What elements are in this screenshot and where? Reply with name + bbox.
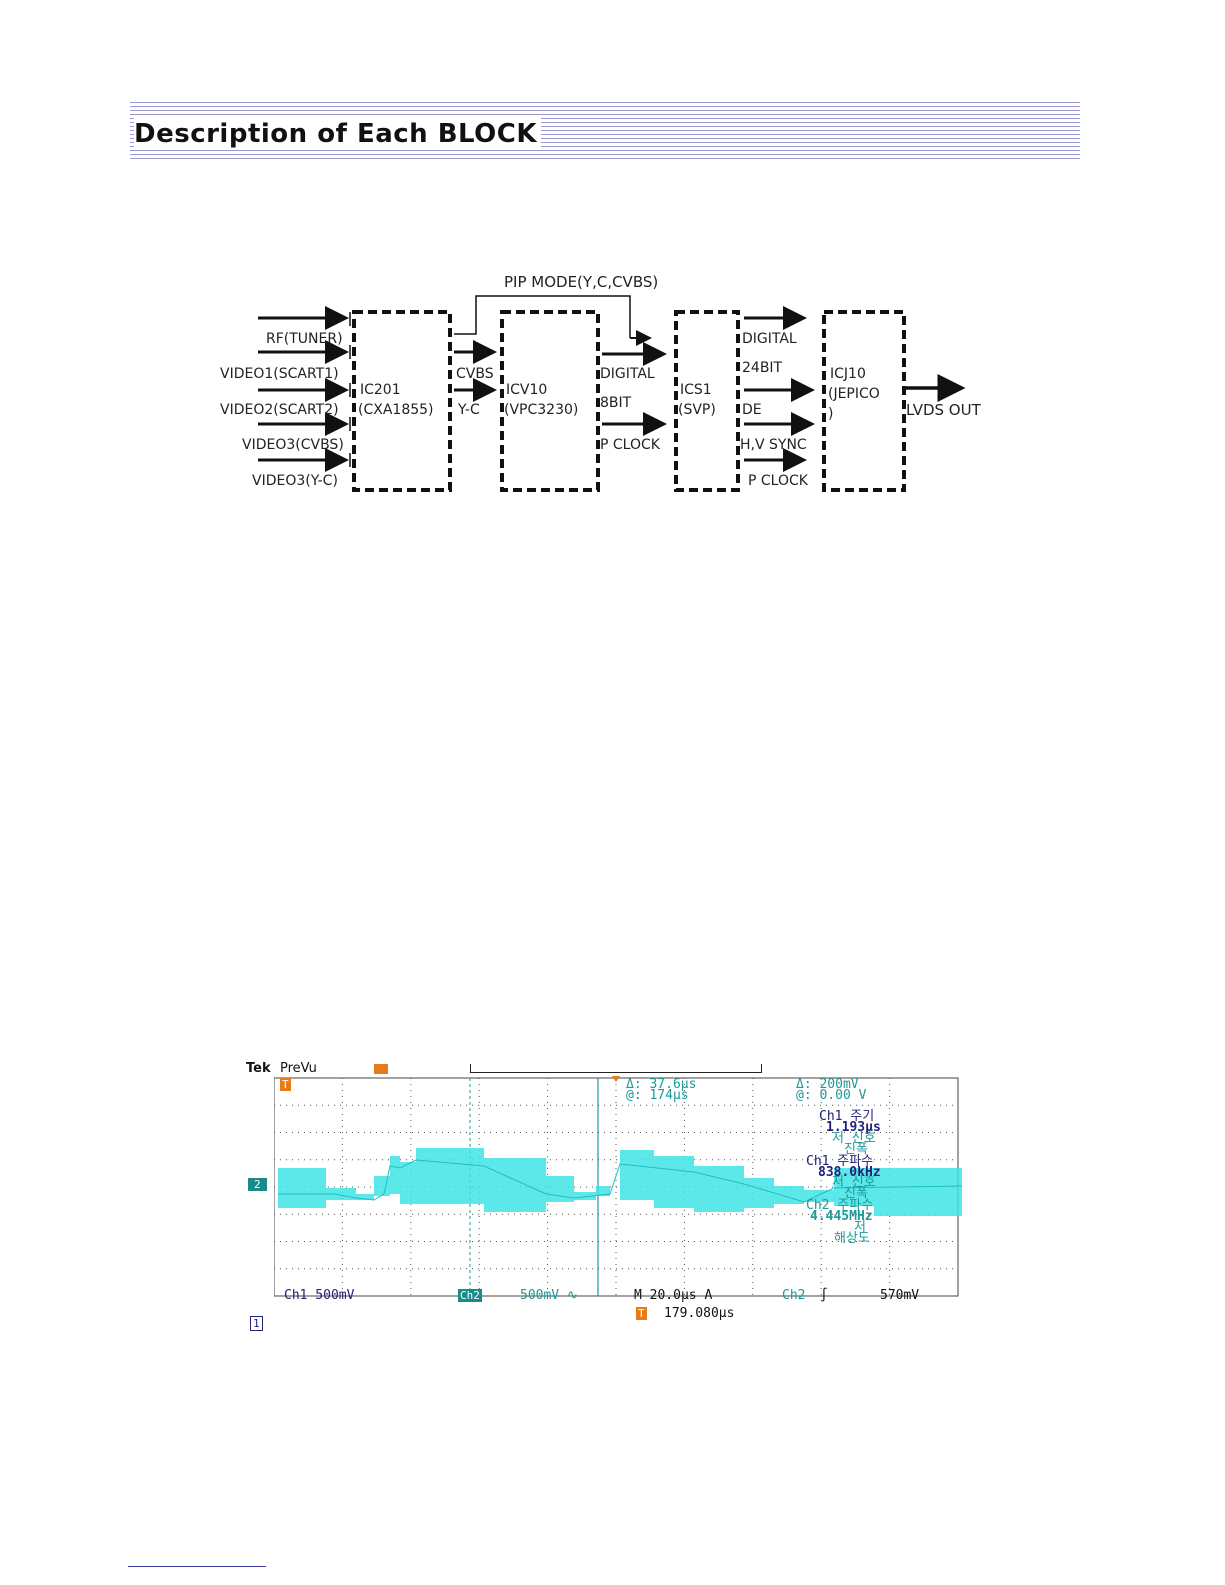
signal-pclock-2: P CLOCK xyxy=(748,473,808,489)
input-label-video3-cvbs: VIDEO3(CVBS) xyxy=(242,437,344,453)
trigger-position-marker: T xyxy=(280,1078,291,1091)
scope-screen xyxy=(274,1076,962,1297)
trigger-pos-icon: T xyxy=(636,1307,647,1320)
trace-band xyxy=(546,1176,574,1202)
meas1-note2: 진폭 xyxy=(844,1142,868,1157)
meas2-value: 838.0kHz xyxy=(818,1165,881,1180)
input-arrows xyxy=(258,306,349,472)
trace-band xyxy=(356,1194,374,1200)
block-icj10-part-end: ) xyxy=(828,406,834,422)
meas3-label: Ch2 주파수 xyxy=(806,1198,874,1213)
meas3-note2: 해상도 xyxy=(834,1231,870,1246)
block-icj10 xyxy=(822,310,906,492)
page-title: Description of Each BLOCK xyxy=(134,118,542,150)
trace-band xyxy=(596,1186,610,1196)
trace-band xyxy=(278,1168,326,1208)
input-label-video1: VIDEO1(SCART1) xyxy=(220,366,339,382)
trace-band xyxy=(374,1176,390,1196)
meas2-note2: 진폭 xyxy=(844,1186,868,1201)
block-ics1-name: ICS1 xyxy=(680,382,712,398)
block-ic201-part: (CXA1855) xyxy=(358,402,434,418)
trace-band xyxy=(694,1166,744,1212)
record-position-icon xyxy=(374,1064,388,1074)
ch2-scale: 500mV ∿ xyxy=(520,1288,578,1303)
trace-line xyxy=(278,1159,962,1203)
trigger-position: 179.080µs xyxy=(664,1306,735,1321)
block-ic201 xyxy=(352,310,452,492)
signal-yc: Y-C xyxy=(458,402,480,418)
output-label-lvds: LVDS OUT xyxy=(906,401,981,419)
footer-rule xyxy=(128,1566,266,1567)
signal-pclock-1: P CLOCK xyxy=(600,437,660,453)
ch1-scale: Ch1 500mV xyxy=(284,1288,355,1303)
signal-cvbs: CVBS xyxy=(456,366,494,382)
block-icv10-name: ICV10 xyxy=(506,382,548,398)
record-window-indicator xyxy=(470,1064,762,1073)
meas1-value: 1.193µs xyxy=(826,1120,881,1135)
meas3-note1: 저 xyxy=(854,1220,866,1235)
input-label-video2: VIDEO2(SCART2) xyxy=(220,402,339,418)
trace-band xyxy=(484,1158,546,1212)
meas1-label: Ch1 주기 xyxy=(819,1109,875,1124)
signal-24bit: 24BIT xyxy=(742,360,783,376)
block-icj10-name: ICJ10 xyxy=(830,366,866,382)
trace-band xyxy=(416,1148,484,1204)
trigger-slope-icon: ∫ xyxy=(820,1288,828,1303)
block-ics1-part: (SVP) xyxy=(678,402,716,418)
oscilloscope-capture: Tek PreVu T 2 1 Δ: 37.6µs @: 174µs Δ: 20… xyxy=(244,1060,966,1331)
meas1-note1: 저 신호 xyxy=(832,1131,876,1146)
trace-band xyxy=(400,1162,416,1204)
signal-de: DE xyxy=(742,402,762,418)
block-diagram-lines xyxy=(258,295,966,492)
signal-hv-sync: H,V SYNC xyxy=(740,437,807,453)
scope-brand: Tek xyxy=(246,1061,271,1076)
meas2-note1: 저 신호 xyxy=(832,1175,876,1190)
trace-band xyxy=(574,1192,596,1200)
cursor-delta-time: Δ: 37.6µs xyxy=(626,1077,697,1092)
channel2-ground-marker: 2 xyxy=(248,1178,267,1191)
meas2-label: Ch1 주파수 xyxy=(806,1154,874,1169)
trace-band xyxy=(654,1156,694,1208)
signal-digital-24: DIGITAL xyxy=(742,331,797,347)
pip-mode-label: PIP MODE(Y,C,CVBS) xyxy=(504,273,659,291)
channel1-ground-marker: 1 xyxy=(250,1316,263,1331)
section-header: Description of Each BLOCK xyxy=(130,100,1080,162)
signal-8bit: 8BIT xyxy=(600,395,632,411)
block-ic201-name: IC201 xyxy=(360,382,401,398)
cursor-at-time: @: 174µs xyxy=(626,1088,689,1103)
ch2-tag: Ch2 xyxy=(458,1289,482,1302)
trace-band xyxy=(744,1178,774,1208)
trace-band xyxy=(774,1186,804,1204)
block-diagram: PIP MODE(Y,C,CVBS) RF(TUNER) VIDEO1(SCAR… xyxy=(0,0,1225,520)
cursor-delta-volt: Δ: 200mV xyxy=(796,1077,859,1092)
input-label-video3-yc: VIDEO3(Y-C) xyxy=(252,473,338,489)
block-icv10-part: (VPC3230) xyxy=(504,402,579,418)
signal-digital-8: DIGITAL xyxy=(600,366,655,382)
block-icv10 xyxy=(500,310,600,492)
block-ics1 xyxy=(674,310,740,492)
block-icj10-part: (JEPICO xyxy=(828,386,880,402)
trigger-point-icon xyxy=(612,1076,620,1082)
cursor-at-volt: @: 0.00 V xyxy=(796,1088,867,1103)
trace-band xyxy=(874,1168,962,1216)
timebase: M 20.0µs A xyxy=(634,1288,713,1303)
trace-band xyxy=(620,1150,654,1200)
trigger-level: 570mV xyxy=(880,1288,920,1303)
input-label-rf: RF(TUNER) xyxy=(266,331,343,347)
trigger-source: Ch2 xyxy=(782,1288,806,1303)
meas3-value: 4.445MHz xyxy=(810,1209,873,1224)
scope-mode: PreVu xyxy=(280,1061,317,1076)
trace-band xyxy=(390,1156,400,1194)
